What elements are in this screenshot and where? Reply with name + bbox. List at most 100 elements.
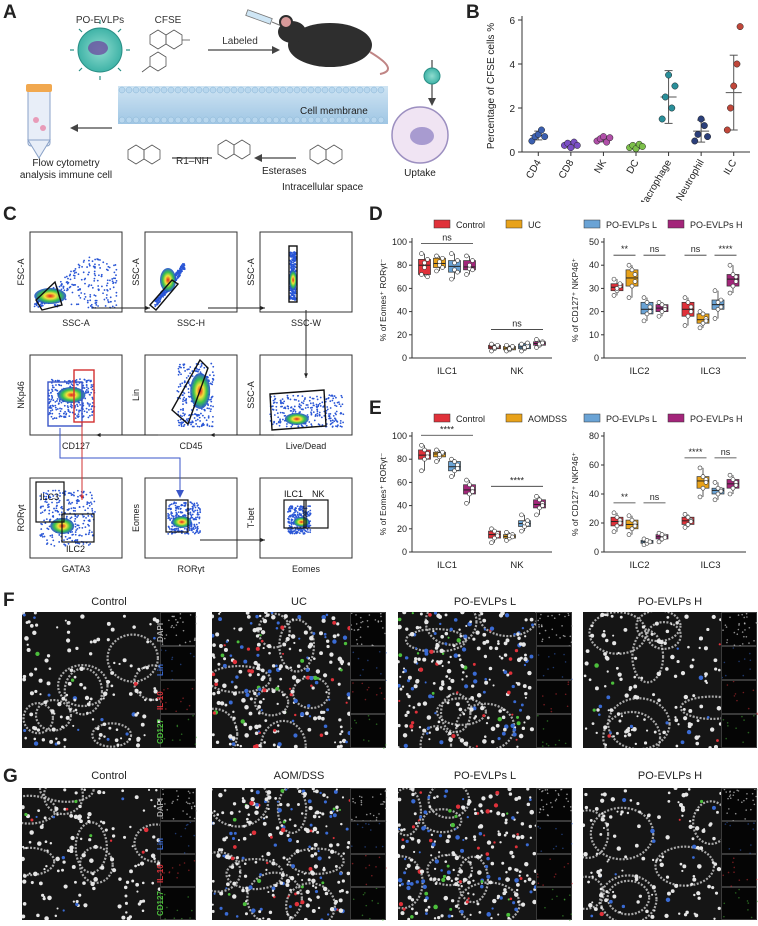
channel-tile [350,680,386,714]
data-point [423,266,427,270]
data-point [505,343,509,347]
legend-swatch [584,220,600,228]
data-point [648,310,652,314]
legend-swatch [506,220,522,228]
flow-y-label: NKp46 [16,381,26,409]
data-point [645,300,649,304]
data-point [704,133,710,139]
legend-label: UC [528,220,541,230]
data-point [731,284,735,288]
data-point [734,279,738,283]
channel-tile [721,887,757,920]
flow-x-label: CD45 [179,441,202,451]
data-point [716,300,720,304]
data-point [541,341,545,345]
significance-label: ns [512,318,522,328]
micrograph [22,612,160,748]
label-cfse: CFSE [155,15,182,26]
x-tick-label: ILC [722,158,739,177]
gate-label-ilc2: ILC2 [66,544,85,554]
flow-y-label: Lin [131,389,141,401]
data-point [731,83,737,89]
data-point [719,305,723,309]
label-uptake: Uptake [404,168,436,179]
data-point [471,259,475,263]
data-point [441,450,445,454]
flow-y-label: Eomes [131,503,141,532]
data-point [490,541,494,545]
data-point [420,443,424,447]
flow-x-label: SSC-H [177,318,205,328]
y-tick-label: 80 [589,431,599,441]
density-hotspot [57,387,85,403]
mouse-icon [278,16,388,74]
channel-tile [350,646,386,680]
uptake-cell-icon [392,107,448,163]
data-point [526,522,530,526]
flow-y-label: T-bet [246,507,256,528]
legend-label: AOMDSS [528,414,567,424]
data-point [612,530,616,534]
micro-title: UC [209,596,389,608]
micrograph [583,788,721,920]
x-tick-label: ILC3 [700,560,720,571]
label-esterases: Esterases [262,166,306,177]
data-point [607,135,613,141]
flow-x-label: Live/Dead [286,441,327,451]
y-tick-label: 20 [589,307,599,317]
data-point [615,286,619,290]
legend-swatch [434,414,450,422]
data-point [541,504,545,508]
data-point [465,478,469,482]
channel-tile [160,612,196,646]
significance-label: **** [510,475,525,485]
data-point [701,486,705,490]
data-point [663,536,667,540]
data-point [627,514,631,518]
data-point [627,263,631,267]
data-point [420,469,424,473]
y-tick-label: 20 [589,518,599,528]
y-axis-label: % of CD127⁺ NKP46⁺ [570,257,580,342]
data-point [633,279,637,283]
data-point [713,498,717,502]
micro-title: AOM/DSS [209,770,389,782]
flow-plot-5: CD45 Lin [131,355,237,451]
data-point [719,489,723,493]
legend-swatch [584,414,600,422]
data-point [541,133,547,139]
flow-x-label: GATA3 [62,564,90,574]
data-point [456,466,460,470]
data-point [686,515,690,519]
significance-label: **** [440,424,455,434]
y-tick-label: 80 [397,454,407,464]
data-point [665,72,671,78]
data-point [704,480,708,484]
channel-tile [721,788,757,821]
data-point [538,127,544,133]
x-tick-label: CD4 [524,158,544,181]
data-point [423,261,427,265]
data-point [627,296,631,300]
y-tick-label: 20 [397,524,407,534]
data-point [453,261,457,265]
data-point [698,326,702,330]
channel-tile [350,714,386,748]
data-point [633,272,637,276]
data-point [465,501,469,505]
channel-tile [721,612,757,646]
legend-swatch [668,220,684,228]
y-tick-label: 60 [397,477,407,487]
y-tick-label: 50 [589,237,599,247]
data-point [496,343,500,347]
data-point [471,268,475,272]
micro-title: PO-EVLPs H [580,596,758,608]
data-point [471,490,475,494]
data-point [615,515,619,519]
data-point [441,266,445,270]
density-hotspot [172,516,192,528]
